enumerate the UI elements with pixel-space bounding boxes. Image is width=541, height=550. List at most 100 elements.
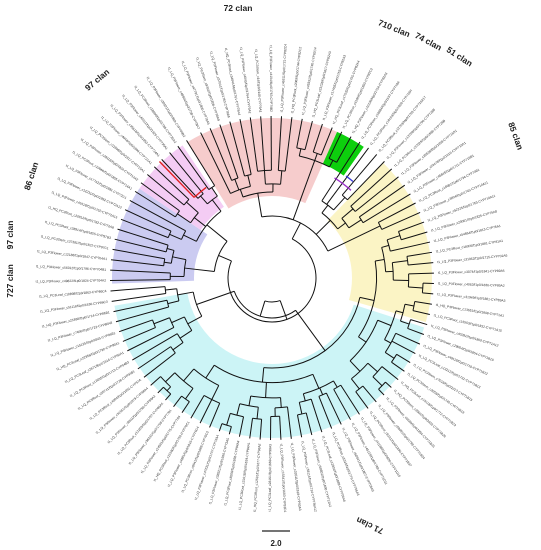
branch-line	[381, 366, 399, 381]
branch-line	[263, 170, 266, 185]
branch-line	[350, 168, 393, 207]
leaf-label: t1_LQ_PC3Root_c9541/f1p0/1689-CYP76C2	[180, 430, 209, 493]
leaf-label: t1_LQ_P3Flower_c15841/f1p0/1683-CYP93D1	[279, 444, 287, 513]
branch-line	[169, 152, 204, 195]
branch-line	[200, 132, 231, 194]
leaf-label: t1_LQ_PC3Leaf_c10898/f2p0/1863-CYP86C4	[39, 289, 107, 298]
branch-line	[205, 364, 215, 379]
branch-line	[165, 288, 177, 291]
branch-line	[177, 145, 210, 190]
leaf-label: t1_HQ_PC3Root_c12591/f1p0/1677-CYP98A2	[253, 443, 262, 512]
branch-line	[408, 272, 434, 275]
leaf-label: t1_LQ_P3Flower_c4104/f1p0/1763-CYP79B2	[269, 45, 273, 112]
branch-line	[326, 147, 369, 205]
clan-label-c97: 97 clan	[83, 67, 112, 93]
clan-label-c86: 86 clan	[22, 161, 40, 192]
branch-line	[228, 426, 232, 435]
branch-line	[401, 231, 428, 241]
branch-line	[236, 403, 241, 416]
sector-72-clan	[187, 118, 338, 209]
leaf-label: t1_LQ_P3Flower_c52225/f1p0/1763-CYP710A1…	[427, 194, 496, 223]
root-arc	[264, 300, 281, 303]
branch-line	[375, 259, 385, 262]
clan-label-c710: 710 clan	[377, 17, 412, 39]
branch-line	[398, 221, 425, 232]
branch-line	[328, 131, 343, 159]
branch-line	[279, 416, 282, 440]
branch-line	[406, 251, 433, 257]
branch-line	[296, 414, 303, 438]
branch-line	[166, 248, 175, 251]
clan-sectors	[112, 118, 432, 438]
branch-arc	[233, 291, 296, 319]
branch-line	[315, 220, 331, 235]
branch-line	[140, 182, 180, 212]
sector-710-clan	[322, 131, 364, 176]
branch-line	[295, 310, 326, 351]
branch-line	[239, 189, 244, 198]
branch-line	[408, 262, 434, 266]
branch-line	[186, 201, 199, 214]
leaf-label: t1_HQ_PC3Leaf_c17533/f1p0/1755-CYP82A4	[332, 60, 361, 125]
branch-line	[333, 389, 351, 420]
leaf-label: t1_LQ_P3Flower_c45518/f1p0/1762-CYP72A15	[51, 190, 118, 219]
branch-line	[305, 412, 313, 436]
branch-line	[348, 219, 362, 229]
branch-line	[381, 244, 389, 248]
branch-line	[347, 161, 385, 201]
branch-line	[392, 260, 408, 264]
branch-line	[183, 368, 195, 382]
branch-line	[354, 176, 399, 212]
branch-line	[186, 140, 216, 186]
branch-line	[118, 319, 153, 333]
clan-label-c51: 51 clan	[445, 44, 475, 68]
sector-85-clan	[327, 162, 432, 323]
branch-line	[259, 419, 263, 440]
branch-line	[414, 300, 432, 305]
leaf-label: t1_LQ_P3Flower_c31952/f1p0/1715-CYP701A6	[437, 253, 508, 264]
branch-line	[187, 315, 202, 325]
branch-line	[111, 292, 166, 302]
branch-line	[359, 296, 375, 302]
branch-line	[173, 395, 183, 407]
branch-line	[161, 159, 199, 199]
branch-line	[199, 399, 213, 424]
clan-label-c727: 727 clan	[5, 264, 15, 298]
leaf-label: t1_LQ_PC3Stem_c14/f1p0/2140-CYP79A1	[254, 49, 262, 113]
branch-line	[404, 303, 415, 307]
branch-727-clan-line	[158, 160, 195, 198]
branch-line	[377, 319, 392, 327]
branch-line	[165, 393, 172, 401]
branch-line	[132, 333, 178, 361]
branch-line	[157, 386, 164, 394]
clan-label-c72: 72 clan	[224, 3, 253, 13]
branch-line	[256, 407, 259, 419]
branch-line	[147, 174, 185, 206]
leaf-label: t1_LQ_P3Flower_c4043/f1p0/1764-CYP79A2	[239, 47, 252, 114]
branch-line	[260, 116, 265, 171]
branch-line	[248, 395, 252, 406]
branch-line	[200, 195, 208, 205]
tree-branches	[110, 115, 434, 440]
branch-line	[333, 380, 338, 388]
branch-line	[261, 367, 265, 383]
branch-line	[110, 269, 171, 274]
branch-arc	[227, 238, 317, 323]
branch-line	[400, 320, 410, 325]
branch-line	[249, 418, 254, 439]
branch-line	[247, 175, 251, 187]
branch-line	[183, 234, 197, 242]
branch-line	[211, 187, 218, 197]
branch-line	[179, 330, 193, 339]
branch-line	[362, 385, 377, 403]
branch-line	[249, 117, 259, 172]
branch-line	[171, 316, 185, 324]
branch-line	[211, 385, 220, 400]
clan-label-c97b: 97 clan	[5, 221, 15, 250]
branch-line	[114, 238, 167, 253]
leaf-label: t1_LQ_P3Flower_c4062/f1p0/1836-CYP89A2	[438, 282, 505, 288]
branch-line	[298, 148, 302, 157]
branch-line	[318, 396, 333, 429]
leaf-label: t1_LQ_P3Flower_c31949/f1p0/1881-CYP89A3	[437, 292, 506, 303]
